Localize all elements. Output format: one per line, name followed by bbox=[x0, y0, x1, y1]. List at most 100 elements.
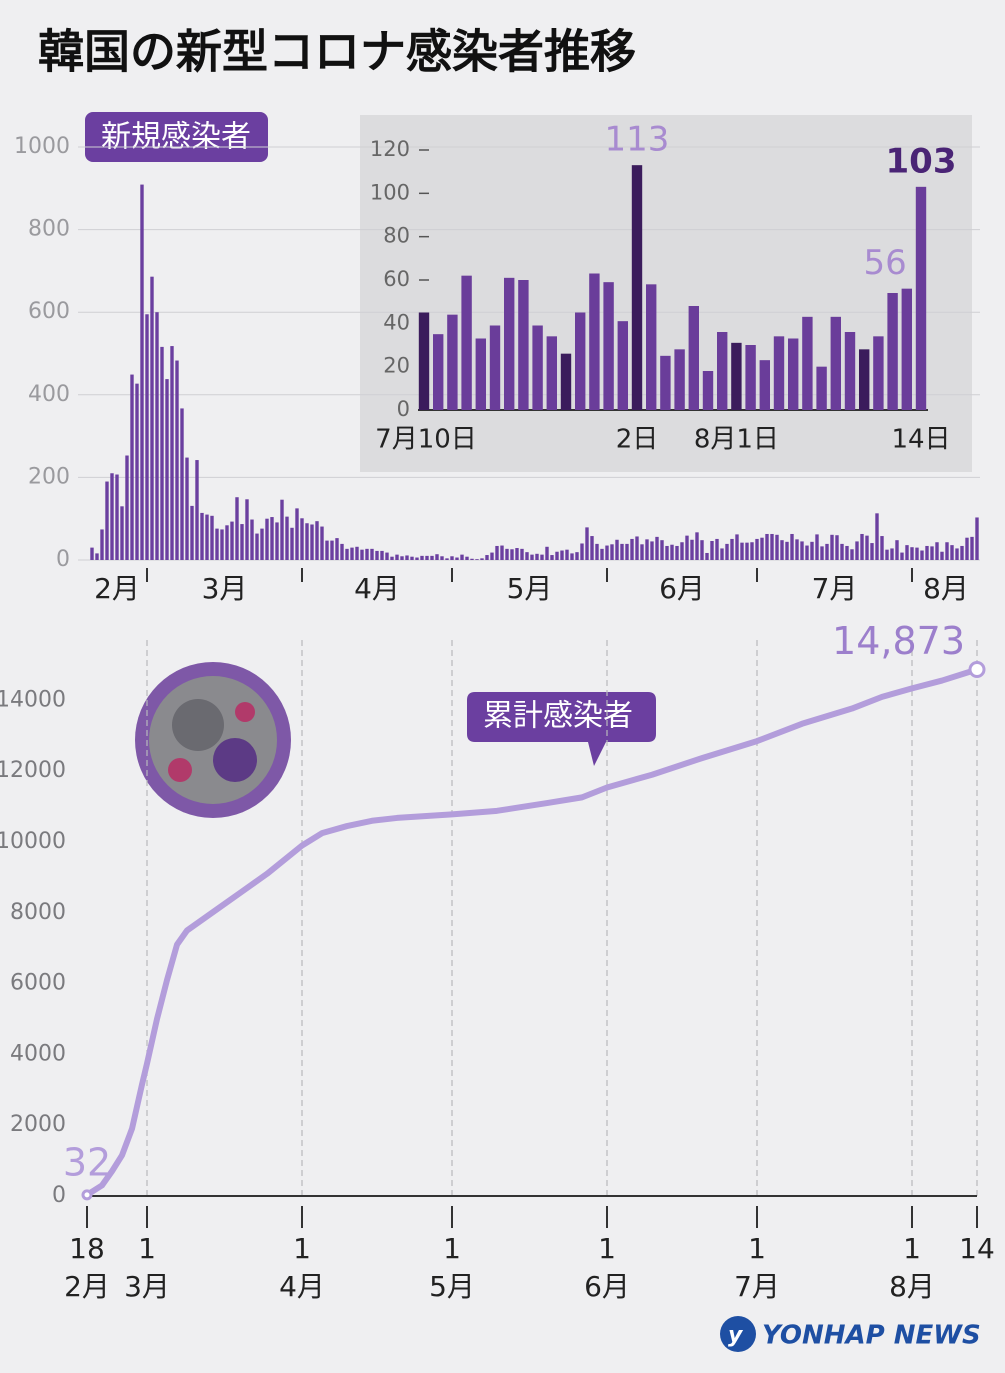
bar bbox=[930, 546, 934, 560]
bar bbox=[345, 548, 349, 560]
bar bbox=[617, 321, 628, 410]
bar bbox=[780, 540, 784, 560]
y-tick-label: 100 bbox=[370, 180, 410, 204]
bar bbox=[975, 517, 979, 560]
y-tick-label: 40 bbox=[383, 310, 410, 334]
bar bbox=[935, 542, 939, 560]
bar bbox=[631, 165, 643, 410]
month-label: 4月 bbox=[354, 572, 400, 605]
bar bbox=[250, 519, 254, 560]
y-tick-label: 60 bbox=[383, 267, 410, 291]
x-tick-label: 18 bbox=[69, 1232, 105, 1265]
bar bbox=[400, 556, 404, 560]
y-tick-label: 600 bbox=[28, 299, 70, 324]
y-tick-label: 400 bbox=[28, 382, 70, 407]
y-tick-label: 10000 bbox=[0, 829, 66, 854]
bar bbox=[955, 548, 959, 560]
bar bbox=[705, 552, 709, 560]
bar bbox=[825, 543, 829, 560]
bar bbox=[165, 379, 169, 560]
bar bbox=[740, 542, 744, 560]
x-tick-label: 1 bbox=[443, 1232, 461, 1265]
bar bbox=[830, 316, 841, 410]
bar bbox=[873, 336, 884, 410]
bar bbox=[410, 556, 414, 560]
bar bbox=[775, 534, 779, 560]
bar bbox=[135, 383, 139, 560]
bar bbox=[760, 537, 764, 560]
bar bbox=[525, 552, 529, 560]
bar bbox=[320, 526, 324, 560]
bar bbox=[360, 549, 364, 560]
x-tick-label: 14 bbox=[959, 1232, 995, 1265]
bar bbox=[275, 522, 279, 560]
bar bbox=[580, 543, 584, 560]
bar bbox=[802, 316, 813, 410]
bar bbox=[890, 548, 894, 560]
bar bbox=[560, 353, 572, 410]
bar bbox=[290, 527, 294, 560]
speech-bubble bbox=[467, 692, 656, 766]
bar bbox=[660, 355, 671, 410]
y-tick-label: 1000 bbox=[14, 134, 70, 159]
bar bbox=[625, 543, 629, 560]
bar bbox=[805, 545, 809, 560]
value-label: 113 bbox=[605, 120, 670, 160]
bar bbox=[720, 548, 724, 560]
bar bbox=[380, 550, 384, 560]
bar bbox=[550, 555, 554, 560]
bar bbox=[650, 541, 654, 560]
bar bbox=[820, 546, 824, 560]
bar bbox=[405, 555, 409, 560]
bar bbox=[105, 481, 109, 560]
bar bbox=[310, 524, 314, 560]
bar bbox=[190, 505, 194, 560]
bar bbox=[717, 332, 728, 410]
bar bbox=[350, 547, 354, 560]
bar bbox=[785, 541, 789, 560]
y-tick-label: 0 bbox=[52, 1183, 66, 1208]
bar bbox=[125, 455, 129, 560]
bar bbox=[560, 550, 564, 560]
bar bbox=[815, 534, 819, 560]
bar bbox=[603, 282, 614, 410]
y-tick-label: 2000 bbox=[10, 1112, 66, 1137]
bar bbox=[773, 336, 785, 410]
bar bbox=[875, 513, 879, 560]
bar bbox=[300, 518, 304, 560]
bar bbox=[765, 533, 769, 560]
bar bbox=[844, 332, 856, 410]
bar bbox=[205, 514, 209, 560]
bar bbox=[305, 523, 309, 560]
value-label: 103 bbox=[886, 141, 957, 181]
x-tick-label: 1 bbox=[748, 1232, 766, 1265]
x-tick-label: 7月10日 bbox=[375, 425, 477, 455]
bar bbox=[685, 535, 689, 560]
bar bbox=[800, 541, 804, 560]
bar bbox=[433, 334, 444, 410]
month-label: 5月 bbox=[507, 572, 553, 605]
bar bbox=[810, 541, 814, 560]
bar bbox=[220, 529, 224, 560]
bar bbox=[859, 349, 870, 410]
bar bbox=[495, 545, 499, 560]
bar bbox=[515, 548, 519, 560]
bar bbox=[965, 537, 969, 560]
bar bbox=[600, 548, 604, 560]
bar bbox=[475, 338, 486, 410]
bar bbox=[915, 186, 927, 410]
bar bbox=[370, 548, 374, 560]
bar bbox=[140, 184, 144, 560]
inset-panel bbox=[360, 115, 972, 472]
bar bbox=[415, 557, 419, 560]
bar bbox=[210, 515, 214, 560]
bar bbox=[255, 533, 259, 560]
bar bbox=[900, 552, 904, 560]
x-tick-label: 14日 bbox=[891, 425, 950, 455]
bar bbox=[200, 512, 204, 560]
svg-text:y: y bbox=[728, 1323, 744, 1348]
bar bbox=[145, 314, 149, 560]
bar bbox=[230, 521, 234, 560]
bar bbox=[518, 280, 529, 410]
bar bbox=[315, 521, 319, 560]
